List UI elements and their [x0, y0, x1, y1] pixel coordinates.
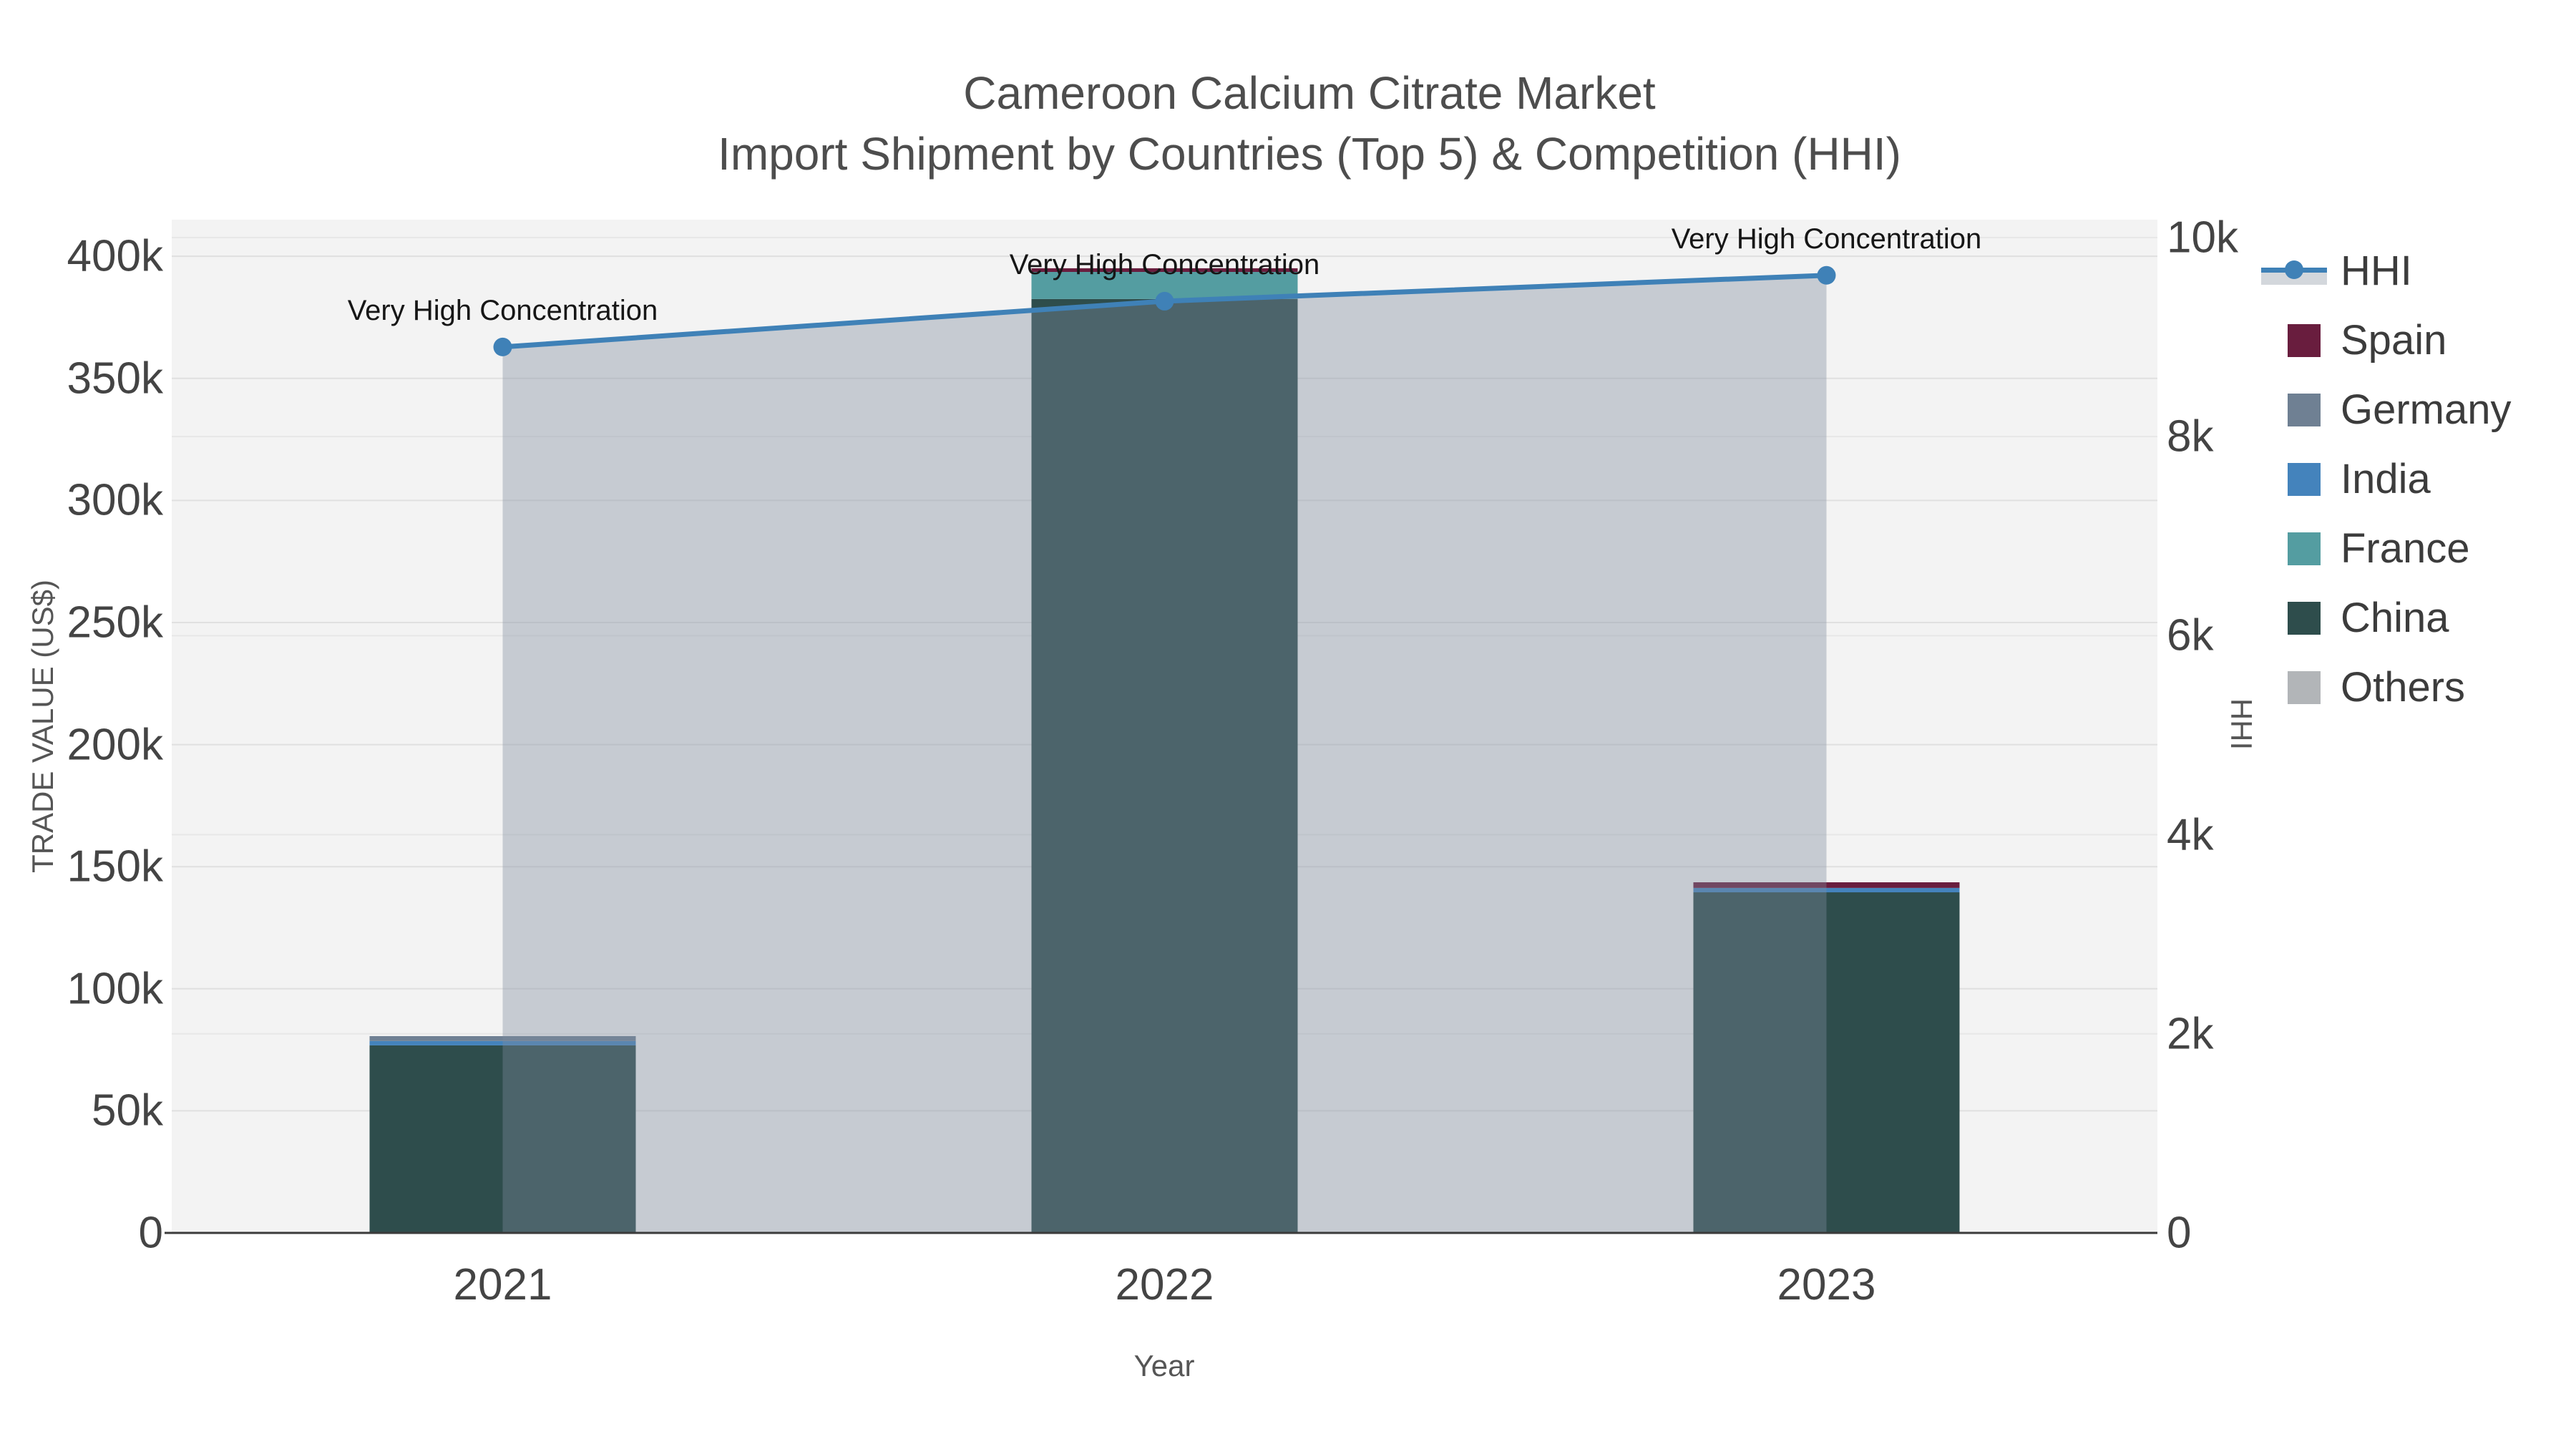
legend-item-china[interactable]: China — [2261, 583, 2512, 653]
legend-label-france: France — [2341, 525, 2470, 572]
hhi-marker-2023 — [1817, 265, 1836, 285]
legend-swatch-others-icon — [2288, 670, 2321, 704]
legend-item-germany[interactable]: Germany — [2261, 375, 2512, 444]
annotation-2022: Very High Concentration — [1009, 248, 1320, 280]
legend-swatch-spain-icon — [2288, 323, 2321, 357]
chart-title: Cameroon Calcium Citrate Market Import S… — [0, 63, 2576, 185]
legend-item-france[interactable]: France — [2261, 514, 2512, 583]
bar-segment-china-2021 — [369, 1045, 636, 1233]
y-left-tick-350k: 350k — [67, 353, 163, 404]
y-left-tick-200k: 200k — [67, 720, 163, 770]
legend-label-spain: Spain — [2341, 317, 2447, 364]
y-left-tick-250k: 250k — [67, 597, 163, 648]
legend-swatch-germany-icon — [2288, 393, 2321, 426]
annotation-2021: Very High Concentration — [347, 294, 658, 326]
hhi-line-swatch-icon — [2261, 255, 2327, 288]
bar-segment-india-2023 — [1693, 887, 1960, 893]
y-right-tick-10k: 10k — [2167, 213, 2238, 263]
y-axis-right-title: HHI — [2225, 698, 2258, 751]
bar-segment-india-2021 — [369, 1040, 636, 1045]
annotation-2023: Very High Concentration — [1671, 223, 1982, 255]
legend-label-china: China — [2341, 595, 2449, 641]
bar-segment-china-2022 — [1031, 298, 1298, 1233]
legend: HHI Spain Germany India France China Others — [2261, 236, 2512, 722]
legend-swatch-india-icon — [2288, 462, 2321, 496]
x-tick-2022: 2022 — [1115, 1260, 1214, 1309]
bar-segment-spain-2022 — [1031, 268, 1298, 273]
hhi-marker-2022 — [1155, 291, 1174, 311]
y-right-tick-2k: 2k — [2167, 1009, 2214, 1059]
y-left-tick-50k: 50k — [92, 1085, 163, 1136]
hhi-marker-2021 — [493, 337, 512, 356]
chart-title-line1: Cameroon Calcium Citrate Market — [963, 67, 1656, 119]
hhi-area-fill — [502, 275, 1827, 1233]
legend-item-hhi[interactable]: HHI — [2261, 236, 2512, 306]
y-left-tick-400k: 400k — [67, 231, 163, 281]
legend-label-germany: Germany — [2341, 386, 2512, 433]
y-left-tick-0: 0 — [138, 1208, 163, 1258]
y-right-tick-0: 0 — [2167, 1208, 2192, 1258]
bar-segment-germany-2021 — [369, 1035, 636, 1041]
bar-segment-spain-2023 — [1693, 882, 1960, 888]
legend-swatch-france-icon — [2288, 532, 2321, 565]
bar-segment-china-2023 — [1693, 892, 1960, 1233]
x-tick-2023: 2023 — [1777, 1260, 1876, 1309]
legend-label-india: India — [2341, 456, 2431, 502]
y-left-tick-100k: 100k — [67, 964, 163, 1014]
y-right-tick-6k: 6k — [2167, 610, 2214, 660]
legend-item-spain[interactable]: Spain — [2261, 306, 2512, 375]
y-right-tick-8k: 8k — [2167, 411, 2214, 462]
y-axis-left-title: TRADE VALUE (US$) — [26, 580, 59, 873]
legend-item-others[interactable]: Others — [2261, 653, 2512, 722]
legend-label-hhi: HHI — [2341, 248, 2412, 294]
legend-item-india[interactable]: India — [2261, 444, 2512, 514]
legend-swatch-china-icon — [2288, 601, 2321, 635]
legend-label-others: Others — [2341, 664, 2466, 711]
x-axis-title: Year — [1133, 1349, 1195, 1382]
x-tick-2021: 2021 — [453, 1260, 552, 1309]
chart-title-line2: Import Shipment by Countries (Top 5) & C… — [718, 128, 1901, 180]
y-left-tick-150k: 150k — [67, 841, 163, 892]
y-right-tick-4k: 4k — [2167, 810, 2214, 860]
y-left-tick-300k: 300k — [67, 475, 163, 525]
